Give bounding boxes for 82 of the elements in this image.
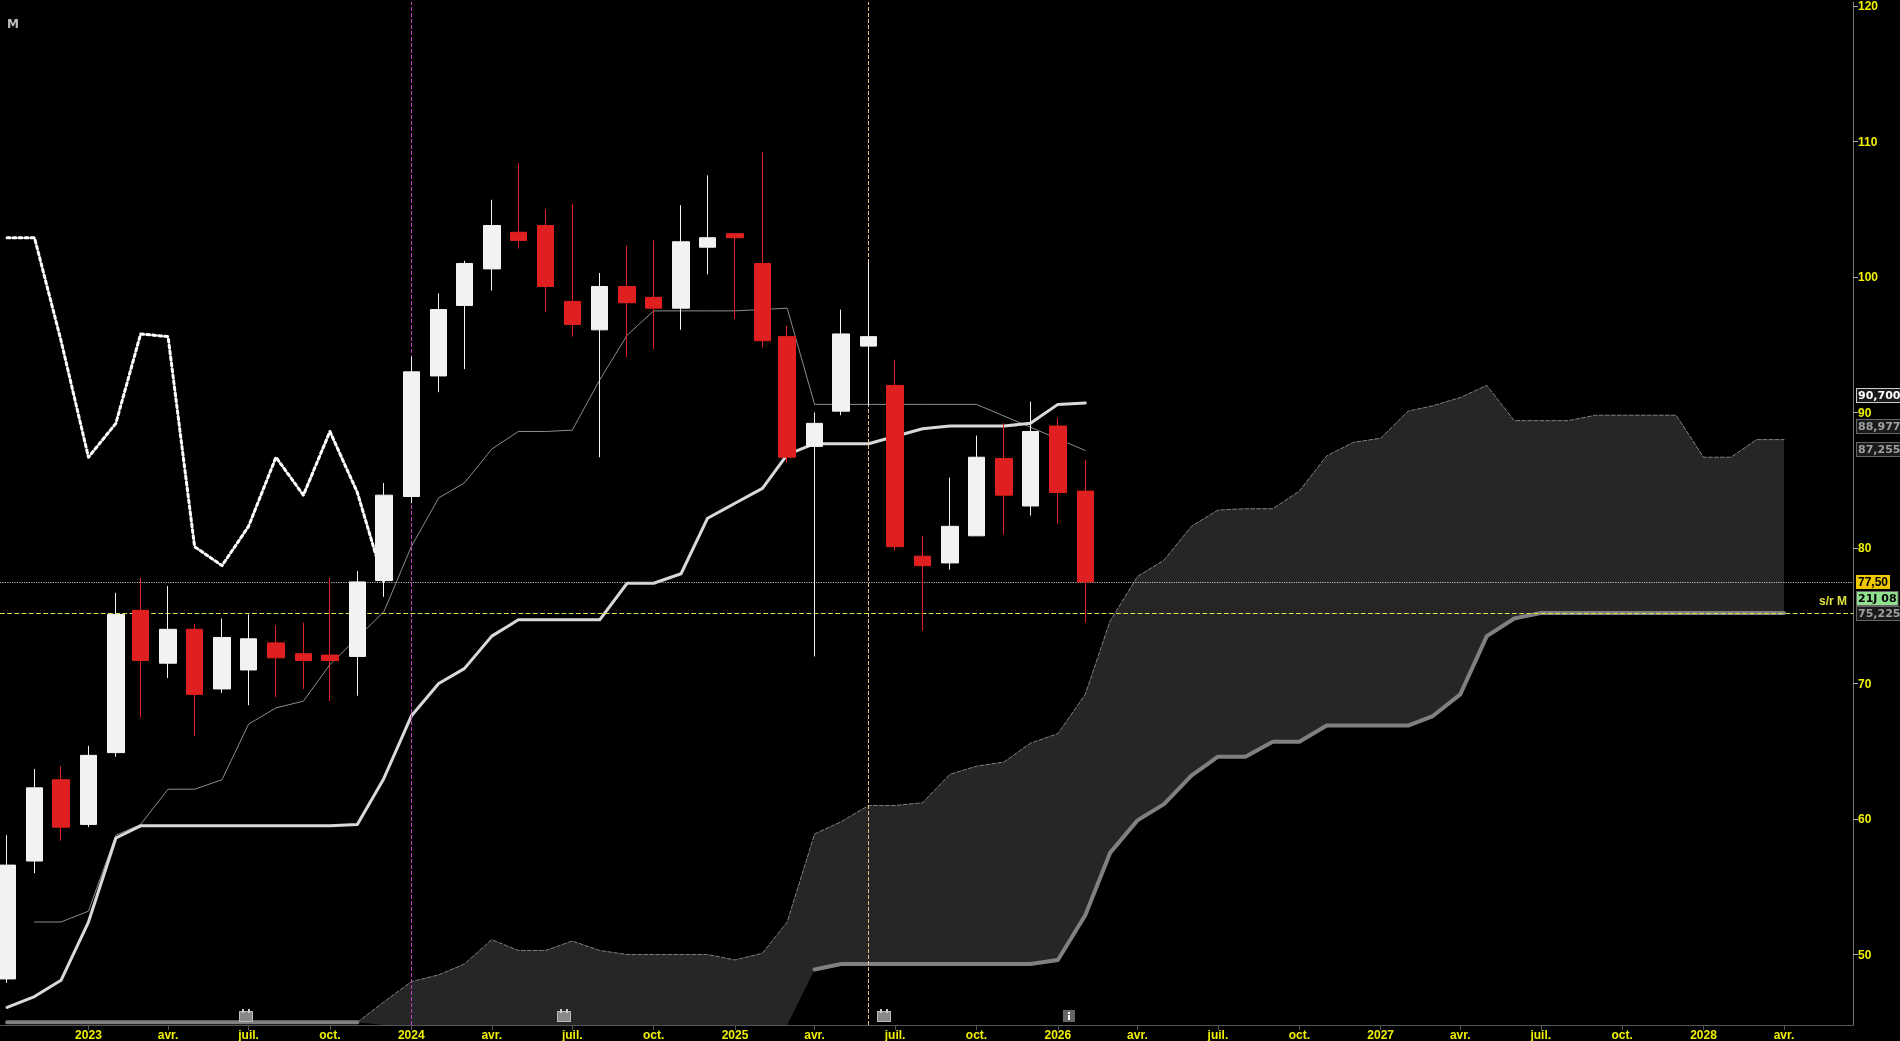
candlestick: [483, 199, 501, 292]
y-tick-label: 110: [1858, 134, 1878, 149]
candlestick: [806, 412, 823, 657]
line-series: [33, 307, 1086, 923]
y-tick-label: 100: [1858, 270, 1879, 285]
line-series: [5, 236, 386, 584]
ref-line-label: s/r M: [1818, 593, 1847, 608]
x-tick-label: 2025: [721, 1028, 749, 1041]
x-tick-label: juil.: [237, 1028, 259, 1041]
y-tick-label: 90: [1858, 405, 1872, 420]
text: 87,255: [1858, 443, 1900, 456]
candlestick: [430, 292, 447, 393]
text: 75,225: [1858, 607, 1900, 620]
x-tick-label: avr.: [1127, 1028, 1148, 1041]
x-tick-label: avr.: [1773, 1028, 1795, 1041]
candlestick: [672, 204, 690, 331]
candlestick: [26, 768, 43, 874]
x-tick-label: oct.: [319, 1028, 341, 1041]
candlestick: [213, 617, 231, 694]
candlestick: [0, 834, 16, 984]
x-tick-label: 2023: [75, 1028, 103, 1041]
x-tick-label: juil.: [1206, 1028, 1229, 1041]
candlestick: [80, 745, 97, 828]
candlestick: [403, 356, 420, 504]
text: 88,977: [1858, 420, 1900, 433]
line-series: [5, 401, 1087, 1009]
candlestick: [349, 570, 366, 697]
candlestick: [699, 174, 716, 275]
x-tick-label: avr.: [157, 1028, 179, 1041]
x-tick-label: oct.: [1288, 1028, 1310, 1041]
y-tick-label: 60: [1858, 812, 1872, 827]
candlestick: [321, 577, 339, 702]
candlestick: [295, 622, 312, 690]
candlestick: [726, 233, 744, 320]
candlestick: [1077, 459, 1094, 624]
candlestick: [132, 577, 149, 718]
candlestick: [186, 623, 203, 737]
x-tick-label: 2027: [1367, 1028, 1395, 1041]
candlestick: [886, 359, 904, 552]
y-tick-label: 80: [1858, 541, 1872, 556]
ref-line-label: 77,50: [1858, 574, 1889, 589]
candlestick: [267, 624, 285, 698]
candlestick: [914, 535, 931, 632]
x-tick-label: 2024: [397, 1028, 425, 1041]
y-tick-label: 50: [1858, 947, 1872, 962]
x-tick-label: avr.: [1449, 1028, 1471, 1041]
candlestick: [240, 613, 257, 706]
text: M: [7, 17, 19, 31]
candlestick: [52, 765, 70, 842]
text: 90,700: [1858, 389, 1900, 402]
candlestick: [159, 585, 177, 679]
x-tick-label: oct.: [1611, 1028, 1633, 1041]
candlestick: [618, 245, 636, 358]
candlestick: [968, 435, 985, 537]
x-tick-label: juil.: [560, 1028, 583, 1041]
x-tick-label: oct.: [642, 1028, 665, 1041]
candlestick: [591, 272, 608, 458]
candlestick: [754, 151, 771, 348]
candlestick: [778, 325, 796, 464]
x-tick-label: avr.: [804, 1028, 825, 1041]
x-tick-label: 2028: [1690, 1028, 1718, 1041]
candlestick: [995, 422, 1013, 535]
candlestick: [941, 477, 959, 571]
candlestick: [860, 261, 877, 407]
candlestick: [645, 239, 662, 350]
x-tick-label: juil.: [1529, 1028, 1552, 1041]
y-tick-label: 70: [1858, 676, 1872, 691]
x-tick-label: oct.: [965, 1028, 988, 1041]
x-tick-label: 2026: [1044, 1028, 1072, 1041]
y-tick-label: 120: [1858, 0, 1879, 13]
candlestick: [456, 260, 473, 370]
candlestick: [1022, 401, 1039, 516]
candlestick: [510, 162, 527, 250]
candlestick: [537, 208, 554, 313]
text: 21J 08: [1858, 592, 1897, 605]
candlestick: [375, 482, 393, 598]
candlestick: [107, 592, 125, 758]
candlestick: [1049, 417, 1067, 525]
candlestick: [564, 203, 581, 338]
x-tick-label: juil.: [883, 1028, 906, 1041]
x-tick-label: avr.: [481, 1028, 503, 1041]
candlestick: [832, 309, 850, 416]
